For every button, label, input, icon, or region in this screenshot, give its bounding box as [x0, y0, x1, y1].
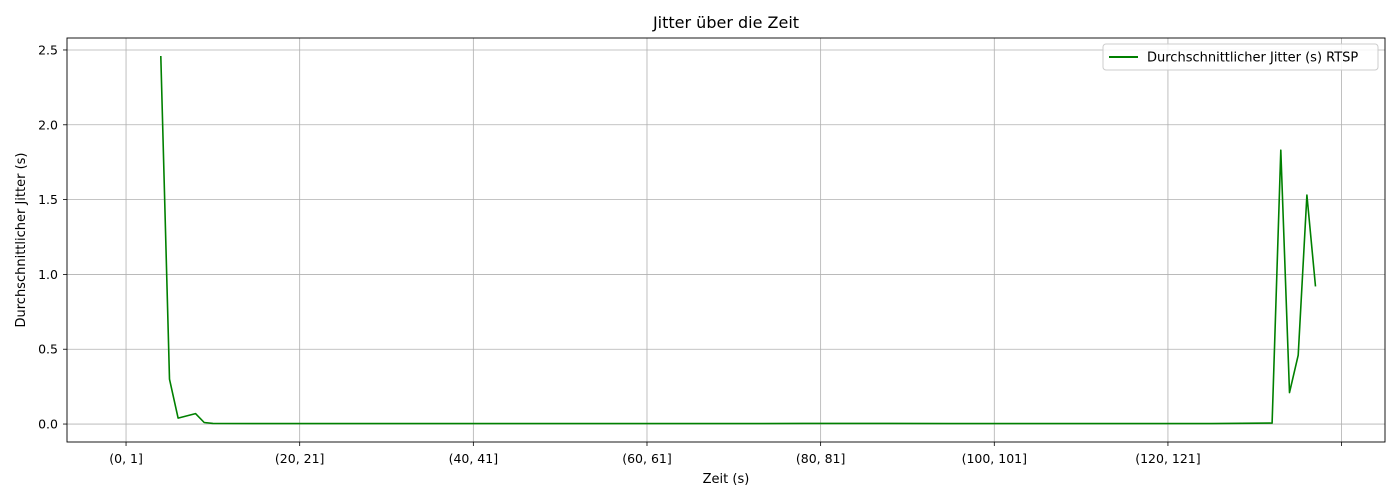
y-tick-label: 2.5 — [38, 42, 58, 57]
y-axis-label: Durchschnittlicher Jitter (s) — [14, 152, 29, 327]
x-tick-label: (60, 61] — [622, 451, 672, 466]
x-tick-label: (80, 81] — [796, 451, 846, 466]
y-tick-label: 2.0 — [38, 117, 58, 132]
y-axis: 0.0 0.5 1.0 1.5 2.0 2.5 — [38, 42, 67, 432]
legend: Durchschnittlicher Jitter (s) RTSP — [1102, 43, 1379, 71]
y-tick-label: 0.0 — [38, 417, 58, 432]
legend-label-rtsp: Durchschnittlicher Jitter (s) RTSP — [1147, 51, 1358, 66]
y-tick-label: 1.5 — [38, 192, 58, 207]
x-tick-label: (40, 41] — [449, 451, 499, 466]
y-tick-label: 1.0 — [38, 267, 58, 282]
chart-title: Jitter über die Zeit — [652, 13, 799, 32]
x-tick-label: (20, 21] — [275, 451, 325, 466]
y-tick-label: 0.5 — [38, 342, 58, 357]
x-axis: (0, 1] (20, 21] (40, 41] (60, 61] (80, 81] (1… — [109, 442, 1342, 466]
axes-frame — [66, 37, 1386, 443]
x-axis-label: Zeit (s) — [703, 472, 750, 487]
legend-box — [1102, 43, 1379, 71]
x-tick-label: (100, 101] — [962, 451, 1027, 466]
series-line-rtsp — [160, 55, 1317, 425]
x-tick-label: (120, 121] — [1135, 451, 1200, 466]
x-tick-label: (0, 1] — [109, 451, 143, 466]
plot-area — [160, 55, 1317, 425]
